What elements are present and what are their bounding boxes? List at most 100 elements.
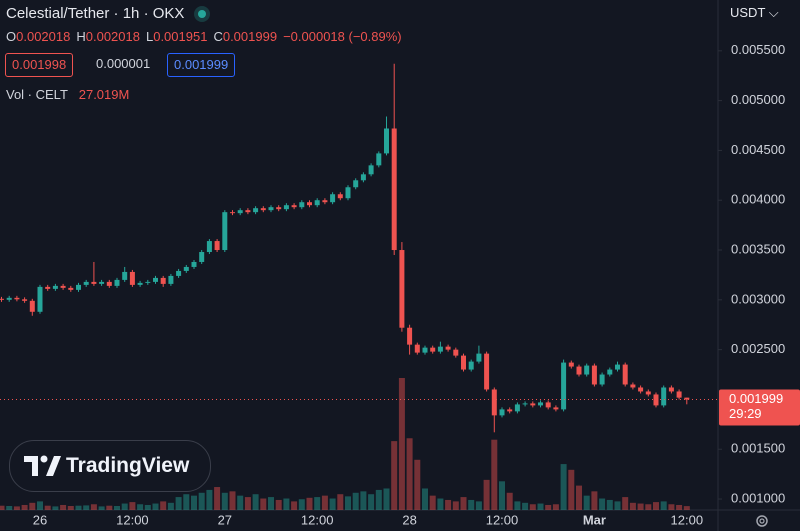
volume-bar	[183, 494, 190, 510]
volume-bar	[398, 378, 405, 510]
settings-icon[interactable]	[756, 515, 768, 527]
bar-countdown: 29:29	[729, 406, 762, 421]
candle-body	[122, 271, 128, 280]
candle-body	[353, 180, 359, 188]
candle-body	[445, 346, 451, 350]
candle-body	[168, 275, 174, 284]
volume-bar	[206, 489, 213, 510]
volume-bar	[475, 501, 482, 510]
volume-layer	[0, 378, 690, 510]
candle-body	[545, 402, 551, 408]
candle-body	[561, 362, 567, 410]
candle-body	[52, 285, 58, 289]
candle-body	[22, 299, 28, 301]
ohlc-key: C	[213, 29, 223, 44]
volume-bar	[221, 492, 228, 510]
volume-bar	[121, 503, 128, 510]
candle-body	[230, 212, 235, 214]
volume-bar	[560, 464, 567, 510]
sell-price[interactable]: 0.001998	[5, 53, 74, 77]
volume-bar	[129, 502, 136, 510]
volume-bar	[576, 485, 582, 510]
candle-body	[268, 207, 274, 211]
volume-bar	[291, 501, 298, 510]
volume-bar	[244, 497, 251, 510]
buy-price[interactable]: 0.001999	[167, 53, 236, 77]
candle-body	[68, 287, 74, 290]
volume-bar	[637, 503, 644, 510]
candle-body	[661, 387, 667, 406]
volume-row: Vol · CELT 27.019M	[6, 87, 129, 102]
volume-bar	[375, 489, 382, 510]
candle-body	[276, 207, 282, 210]
candle-body	[345, 187, 351, 199]
candle-body	[384, 128, 389, 154]
volume-bar	[668, 504, 675, 510]
candle-body	[83, 281, 89, 285]
candle-body	[206, 241, 212, 253]
candle-body	[430, 347, 436, 352]
candle-body	[137, 282, 143, 285]
volume-bar	[321, 495, 328, 510]
candle-body	[153, 277, 158, 282]
y-tick-label: 0.002500	[731, 341, 785, 356]
volume-bar	[568, 469, 575, 510]
y-tick-label: 0.003500	[731, 241, 785, 256]
volume-bar	[175, 497, 182, 510]
candle-body	[453, 349, 459, 356]
volume-bar	[606, 499, 613, 510]
volume-bar	[237, 495, 244, 510]
candle-body	[437, 346, 443, 352]
volume-bar	[337, 494, 344, 510]
volume-bar	[252, 494, 259, 510]
ohlc-value: 0.001951	[153, 29, 208, 44]
candle-body	[37, 286, 43, 312]
candle-body	[468, 361, 474, 370]
volume-bar	[21, 504, 28, 510]
volume-bar	[98, 506, 105, 510]
y-tick-label: 0.001500	[731, 441, 785, 456]
candle-body	[45, 286, 51, 289]
volume-bar	[214, 487, 221, 510]
candle-body	[114, 279, 120, 286]
volume-bar	[167, 502, 174, 510]
candle-body	[576, 366, 582, 375]
volume-bar	[229, 491, 236, 510]
candle-body	[176, 270, 182, 276]
volume-bar	[275, 499, 282, 510]
candle-body	[322, 200, 328, 203]
candle-body	[584, 365, 590, 375]
volume-bar	[676, 504, 683, 510]
volume-bar	[198, 492, 205, 510]
x-tick-label: 27	[218, 512, 232, 527]
volume-bar	[437, 498, 444, 510]
volume-bar	[653, 502, 659, 510]
x-tick-label: 12:00	[486, 512, 519, 527]
candle-body	[129, 271, 135, 285]
volume-bar	[460, 497, 467, 510]
y-tick-label: 0.004500	[731, 142, 785, 157]
volume-bar	[368, 494, 375, 510]
currency-selector[interactable]: USDT ⌵	[730, 5, 779, 20]
ohlc-value: 0.002018	[85, 29, 140, 44]
volume-bar	[683, 506, 690, 510]
candle-body	[591, 365, 597, 385]
candle-body	[514, 404, 520, 412]
y-tick-label: 0.001000	[731, 490, 785, 505]
volume-bar	[345, 496, 351, 510]
candle-body	[6, 297, 12, 300]
candle-body	[368, 165, 374, 175]
candle-body	[499, 409, 505, 416]
candle-body	[684, 397, 690, 400]
volume-bar	[391, 441, 398, 510]
volume-bar	[414, 459, 421, 510]
x-tick-label: 12:00	[116, 512, 149, 527]
symbol: Celestial/Tether · 1h · OKX	[6, 5, 185, 22]
candle-body	[668, 387, 674, 392]
volume-bar	[522, 502, 529, 510]
volume-bar	[622, 497, 629, 510]
candle-body	[283, 205, 289, 210]
volume-bar	[260, 498, 267, 510]
volume-bar	[645, 504, 652, 510]
